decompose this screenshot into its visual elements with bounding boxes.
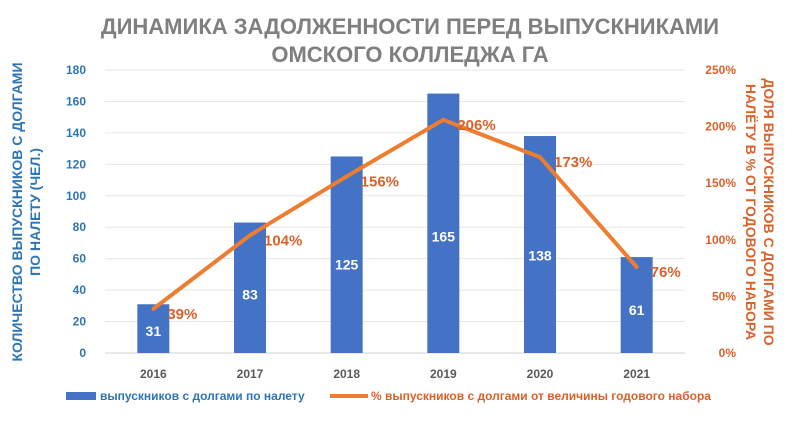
y-tick-label: 160 [66, 94, 86, 108]
bar-data-label: 138 [528, 247, 552, 263]
line-point [151, 306, 156, 311]
line-data-label: 173% [554, 154, 592, 171]
y-tick-label: 0 [79, 346, 86, 360]
legend-line-label: % выпускников с долгами от величины годо… [371, 389, 711, 403]
x-tick-label: 2017 [237, 367, 264, 381]
line-point [344, 174, 349, 179]
legend-bar-label: выпускников с долгами по налету [100, 389, 305, 403]
y2-tick-label: 200% [705, 120, 736, 134]
legend-bar-swatch [66, 392, 96, 400]
y2-tick-label: 0% [719, 346, 737, 360]
bar-data-label: 61 [629, 302, 645, 318]
y-tick-label: 20 [73, 315, 87, 329]
percent-line [152, 117, 639, 311]
y2-tick-label: 150% [705, 176, 736, 190]
y2-axis-title-line-1: ДОЛЯ ВЫПУСКНИКОВ С ДОЛГАМИ ПО [761, 78, 777, 345]
y2-tick-label: 50% [712, 289, 736, 303]
y2-tick-label: 250% [705, 63, 736, 77]
bar-data-label: 83 [242, 286, 258, 302]
x-tick-label: 2016 [140, 367, 167, 381]
y-tick-label: 80 [73, 220, 87, 234]
y-tick-label: 120 [66, 157, 86, 171]
line-point [538, 155, 542, 160]
line-point [634, 264, 639, 269]
line-data-label: 206% [457, 117, 495, 134]
line-data-label: 76% [651, 264, 681, 281]
x-tick-label: 2019 [430, 367, 457, 381]
y-axis-title-line-2: ПО НАЛЕТУ (ЧЕЛ.) [27, 148, 43, 276]
y-tick-label: 100 [66, 189, 86, 203]
y-axis-title-line-1: КОЛИЧЕСТВО ВЫПУСКНИКОВ С ДОЛГАМИ [9, 62, 25, 361]
y2-axis-title-line-2: НАЛЁТУ В % ОТ ГОДОВОГО НАБОРА [743, 84, 759, 340]
bar [137, 304, 170, 353]
y-tick-label: 180 [66, 63, 86, 77]
x-tick-label: 2020 [527, 367, 554, 381]
chart-title-line-1: ДИНАМИКА ЗАДОЛЖЕННОСТИ ПЕРЕД ВЫПУСКНИКАМ… [101, 14, 719, 39]
line-point [441, 117, 446, 122]
y-tick-label: 40 [73, 283, 87, 297]
bar [620, 257, 653, 353]
y-tick-label: 60 [73, 252, 87, 266]
line-data-label: 156% [361, 173, 399, 190]
bar-data-label: 125 [335, 257, 359, 273]
legend: выпускников с долгами по налету % выпуск… [66, 389, 711, 403]
line-data-label: 39% [167, 306, 197, 323]
x-tick-label: 2021 [623, 367, 650, 381]
line-data-label: 104% [264, 232, 302, 249]
chart-title-line-2: ОМСКОГО КОЛЛЕДЖА ГА [271, 42, 548, 67]
y-tick-label: 140 [66, 126, 86, 140]
bar [427, 93, 460, 353]
bar [330, 156, 363, 353]
bar-data-label: 31 [146, 323, 162, 339]
x-tick-label: 2018 [333, 367, 360, 381]
y2-tick-label: 100% [705, 233, 736, 247]
line-point [248, 233, 252, 238]
bar-data-label: 165 [432, 228, 456, 244]
